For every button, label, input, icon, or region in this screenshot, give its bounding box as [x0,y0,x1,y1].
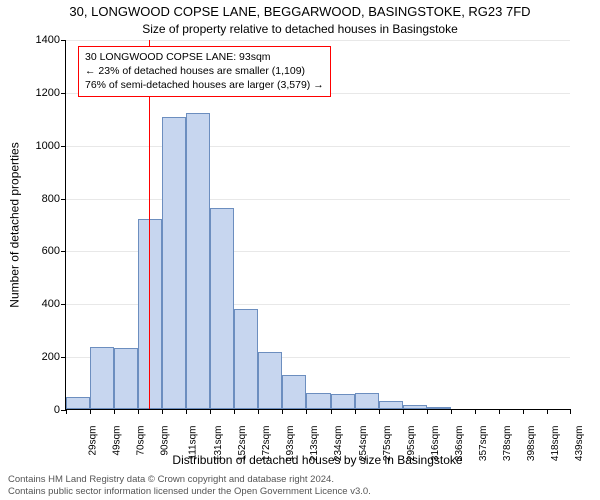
x-tick [234,409,235,414]
y-tick-label: 200 [25,351,60,363]
annotation-line-3: 76% of semi-detached houses are larger (… [85,78,324,92]
histogram-bar [355,393,379,409]
y-tick [61,357,66,358]
x-tick [499,409,500,414]
x-tick [114,409,115,414]
y-axis-label-text: Number of detached properties [8,142,22,307]
x-tick [331,409,332,414]
histogram-bar [90,347,114,409]
histogram-bar [427,407,451,409]
x-tick-label: 49sqm [112,426,123,456]
x-tick [427,409,428,414]
x-tick [138,409,139,414]
histogram-bar [114,348,138,409]
x-tick-label: 70sqm [136,426,147,456]
footer-line-1: Contains HM Land Registry data © Crown c… [8,474,371,486]
annotation-box: 30 LONGWOOD COPSE LANE: 93sqm ← 23% of d… [78,46,331,97]
histogram-bar [258,352,282,409]
x-tick [547,409,548,414]
histogram-bar [282,375,306,409]
histogram-bar [162,117,186,409]
y-tick-label: 800 [25,193,60,205]
x-tick [66,409,67,414]
histogram-bar [210,208,234,409]
footer-attribution: Contains HM Land Registry data © Crown c… [8,474,371,498]
annotation-line-2: ← 23% of detached houses are smaller (1,… [85,64,324,78]
x-tick [162,409,163,414]
chart-figure: 30, LONGWOOD COPSE LANE, BEGGARWOOD, BAS… [0,0,600,500]
y-tick [61,146,66,147]
x-tick-label: 29sqm [88,426,99,456]
y-tick [61,304,66,305]
x-tick [282,409,283,414]
x-tick [403,409,404,414]
x-tick [210,409,211,414]
x-tick [355,409,356,414]
y-tick-label: 1400 [25,34,60,46]
x-tick [258,409,259,414]
x-tick [570,409,571,414]
y-tick [61,251,66,252]
y-tick-label: 0 [25,404,60,416]
gridline [66,199,570,200]
histogram-bar [403,405,427,409]
x-tick [306,409,307,414]
annotation-line-1: 30 LONGWOOD COPSE LANE: 93sqm [85,50,324,64]
x-tick [379,409,380,414]
x-tick [186,409,187,414]
x-tick-label: 90sqm [160,426,171,456]
y-tick-label: 1200 [25,87,60,99]
chart-title-sub: Size of property relative to detached ho… [0,22,600,36]
y-tick-label: 400 [25,298,60,310]
y-tick [61,40,66,41]
y-tick [61,93,66,94]
histogram-bar [331,394,355,409]
y-axis-label: Number of detached properties [8,40,22,410]
x-tick [523,409,524,414]
plot-area: 30 LONGWOOD COPSE LANE: 93sqm ← 23% of d… [65,40,570,410]
y-tick-label: 1000 [25,140,60,152]
x-tick-label: 439sqm [574,426,585,462]
gridline [66,146,570,147]
histogram-bar [66,397,90,409]
x-tick [451,409,452,414]
y-tick [61,199,66,200]
histogram-bar [379,401,403,409]
histogram-bar [186,113,210,409]
footer-line-2: Contains public sector information licen… [8,486,371,498]
y-tick-label: 600 [25,245,60,257]
x-axis-label: Distribution of detached houses by size … [65,453,570,467]
x-tick [475,409,476,414]
histogram-bar [306,393,330,409]
histogram-bar [234,309,258,409]
x-tick [90,409,91,414]
chart-title-main: 30, LONGWOOD COPSE LANE, BEGGARWOOD, BAS… [0,4,600,19]
gridline [66,40,570,41]
